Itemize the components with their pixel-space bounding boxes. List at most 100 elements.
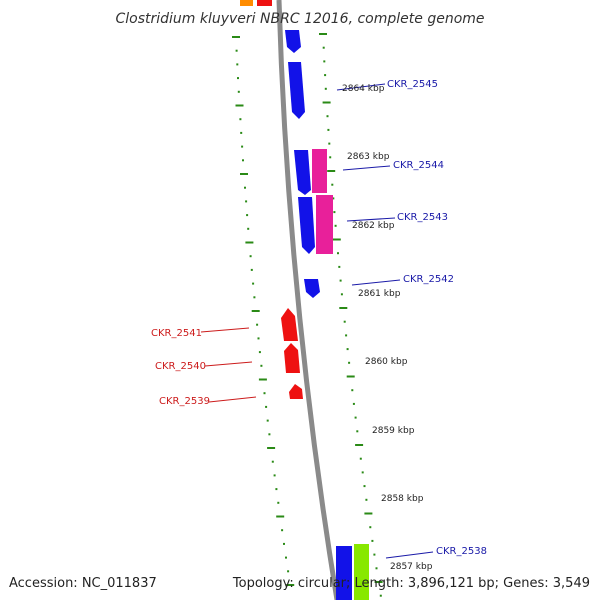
outer-track-tick xyxy=(323,60,326,63)
outer-track-tick xyxy=(337,252,339,255)
inner-track-tick xyxy=(236,63,239,66)
leader-ckr-2539 xyxy=(208,396,257,403)
outer-track-tick xyxy=(375,567,378,570)
scale-label-2862: 2862 kbp xyxy=(352,221,395,231)
inner-track-tick xyxy=(286,584,295,586)
inner-track-tick xyxy=(251,310,260,312)
outer-track-tick xyxy=(354,416,357,419)
genome-summary-text: Topology: circular; Length: 3,896,121 bp… xyxy=(232,576,590,591)
outer-track-tick xyxy=(355,444,364,446)
inner-track-tick xyxy=(232,36,240,38)
outer-track-tick xyxy=(361,471,364,474)
inner-track-tick xyxy=(237,77,239,80)
inner-track-tick xyxy=(277,501,280,504)
inner-track-tick xyxy=(249,255,252,258)
scale-label-2864: 2864 kbp xyxy=(342,84,385,94)
outer-track-tick xyxy=(328,142,331,145)
outer-track-tick xyxy=(339,307,348,309)
gene-forward-1 xyxy=(285,30,301,53)
inner-track-tick xyxy=(281,529,284,532)
leader-ckr-2545 xyxy=(336,83,386,91)
inner-track-tick xyxy=(244,186,246,189)
gene-forward-ckr-2543-blue xyxy=(298,197,315,254)
outer-track-tick xyxy=(327,128,330,131)
outer-track-tick xyxy=(374,581,383,583)
inner-track-tick xyxy=(235,104,244,107)
inner-track-tick xyxy=(256,323,259,326)
outer-track-tick xyxy=(373,553,376,556)
gene-label-ckr-2542: CKR_2542 xyxy=(403,274,454,285)
gene-forward-ckr-2544-blue xyxy=(294,150,311,195)
inner-track-tick xyxy=(265,405,268,408)
inner-track-tick xyxy=(276,515,285,518)
inner-track-tick xyxy=(240,131,243,134)
inner-track-tick xyxy=(252,282,255,285)
outer-track-tick xyxy=(340,293,343,296)
inner-track-tick xyxy=(241,145,244,148)
inner-track-tick xyxy=(283,542,285,545)
outer-track-tick xyxy=(322,46,325,49)
map-title: Clostridium kluyveri NBRC 12016, complet… xyxy=(115,11,484,27)
gene-label-ckr-2544: CKR_2544 xyxy=(393,160,444,171)
inner-track-tick xyxy=(237,90,240,93)
accession-text: Accession: NC_011837 xyxy=(9,576,157,591)
inner-track-tick xyxy=(245,200,248,203)
inner-track-tick xyxy=(258,378,267,381)
scale-ticks xyxy=(232,33,383,597)
outer-track-tick xyxy=(363,485,366,488)
gene-label-ckr-2540: CKR_2540 xyxy=(155,361,206,372)
scale-label-2861: 2861 kbp xyxy=(358,289,401,299)
gene-label-ckr-2538: CKR_2538 xyxy=(436,546,487,557)
outer-track-tick xyxy=(334,224,337,227)
inner-track-tick xyxy=(285,556,287,559)
outer-track-tick xyxy=(369,526,372,529)
outer-track-tick xyxy=(327,170,336,172)
outer-track-tick xyxy=(332,238,341,241)
gene-label-ckr-2539: CKR_2539 xyxy=(159,396,210,407)
leader-ckr-2541 xyxy=(200,327,250,333)
outer-track-tick xyxy=(324,87,327,90)
gene-label-ckr-2545: CKR_2545 xyxy=(387,79,438,90)
outer-track-tick xyxy=(348,361,351,364)
outer-track-tick xyxy=(379,594,382,597)
gene-forward-ckr-2542 xyxy=(304,279,320,298)
outer-track-tick xyxy=(333,211,336,214)
outer-track-tick xyxy=(365,498,368,501)
gene-forward-ckr-2538-blue xyxy=(336,546,352,600)
outer-track-tick xyxy=(352,402,355,405)
inner-track-tick xyxy=(242,159,244,162)
outer-track-tick xyxy=(356,430,359,433)
inner-track-tick xyxy=(268,433,271,436)
inner-track-tick xyxy=(287,570,290,573)
scale-label-2860: 2860 kbp xyxy=(365,357,408,367)
leader-ckr-2542 xyxy=(351,279,401,286)
outer-track-tick xyxy=(331,183,334,186)
inner-track-tick xyxy=(245,241,254,244)
inner-track-tick xyxy=(271,460,274,463)
inner-track-tick xyxy=(257,337,260,340)
outer-track-tick xyxy=(371,539,374,542)
inner-track-tick xyxy=(253,296,256,299)
outer-track-tick xyxy=(343,320,346,323)
scale-label-2863: 2863 kbp xyxy=(347,152,390,162)
inner-track-tick xyxy=(247,227,250,230)
gene-reverse-ckr-2539 xyxy=(289,384,303,399)
leader-ckr-2544 xyxy=(342,165,391,171)
scale-label-2858: 2858 kbp xyxy=(381,494,424,504)
inner-track-tick xyxy=(273,474,276,477)
outer-track-tick xyxy=(329,156,332,159)
leader-ckr-2538 xyxy=(385,551,434,559)
inner-track-tick xyxy=(246,214,249,217)
inner-track-tick xyxy=(235,49,238,52)
leader-ckr-2543 xyxy=(346,217,396,222)
inner-track-tick xyxy=(267,447,276,449)
outer-track-tick xyxy=(351,389,354,392)
outer-track-tick xyxy=(346,348,349,351)
gene-top-orange xyxy=(240,0,253,6)
outer-track-tick xyxy=(346,375,355,378)
scale-label-2859: 2859 kbp xyxy=(372,426,415,436)
inner-track-tick xyxy=(240,173,248,175)
gene-reverse-ckr-2540 xyxy=(284,343,300,373)
gene-label-ckr-2541: CKR_2541 xyxy=(151,328,202,339)
